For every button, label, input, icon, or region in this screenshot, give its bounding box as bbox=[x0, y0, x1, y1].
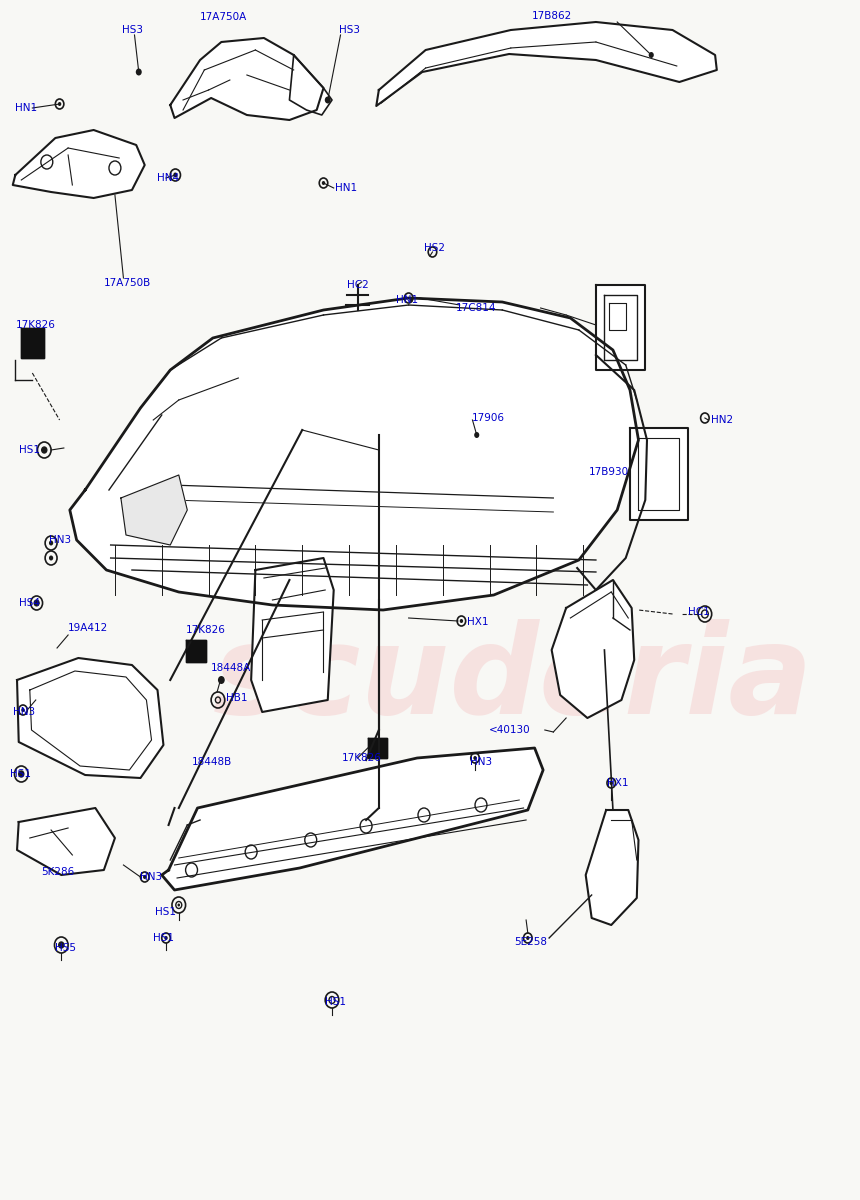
Polygon shape bbox=[13, 130, 144, 198]
Text: 17K826: 17K826 bbox=[186, 625, 225, 635]
Circle shape bbox=[610, 781, 613, 785]
Polygon shape bbox=[121, 475, 187, 545]
Polygon shape bbox=[596, 284, 645, 370]
Text: 5K286: 5K286 bbox=[41, 866, 74, 877]
Text: HX1: HX1 bbox=[607, 778, 629, 788]
Circle shape bbox=[19, 770, 24, 778]
Circle shape bbox=[177, 904, 180, 906]
Circle shape bbox=[42, 446, 46, 452]
Text: HS1: HS1 bbox=[153, 934, 175, 943]
Circle shape bbox=[49, 556, 53, 560]
Text: HS1: HS1 bbox=[19, 445, 40, 455]
Circle shape bbox=[526, 936, 530, 940]
Text: 17B930: 17B930 bbox=[589, 467, 630, 476]
Polygon shape bbox=[22, 328, 44, 358]
Circle shape bbox=[322, 181, 325, 185]
Text: HN4: HN4 bbox=[157, 173, 180, 182]
Text: HC1: HC1 bbox=[688, 607, 709, 617]
Text: HS5: HS5 bbox=[55, 943, 77, 953]
Polygon shape bbox=[17, 658, 163, 778]
Circle shape bbox=[173, 173, 177, 178]
Text: HS1: HS1 bbox=[155, 907, 176, 917]
Text: HS4: HS4 bbox=[19, 598, 40, 608]
Text: <40130: <40130 bbox=[488, 725, 531, 734]
Text: HN1: HN1 bbox=[396, 295, 418, 305]
Circle shape bbox=[58, 942, 64, 948]
Polygon shape bbox=[290, 55, 332, 115]
Circle shape bbox=[164, 936, 168, 940]
Text: HN2: HN2 bbox=[711, 415, 733, 425]
Circle shape bbox=[648, 52, 654, 58]
Text: 18448A: 18448A bbox=[211, 662, 251, 673]
Text: HS2: HS2 bbox=[424, 242, 445, 253]
Text: 17K826: 17K826 bbox=[15, 320, 55, 330]
Text: scuderia: scuderia bbox=[212, 619, 814, 740]
Circle shape bbox=[218, 676, 224, 684]
Text: HN3: HN3 bbox=[49, 535, 71, 545]
Text: 17C814: 17C814 bbox=[456, 302, 496, 313]
Circle shape bbox=[473, 756, 476, 760]
Text: HN3: HN3 bbox=[140, 872, 163, 882]
Text: 19A412: 19A412 bbox=[68, 623, 108, 634]
Text: 17A750B: 17A750B bbox=[104, 278, 151, 288]
Text: HS1: HS1 bbox=[10, 769, 31, 779]
Text: 17A750A: 17A750A bbox=[200, 12, 248, 22]
Polygon shape bbox=[630, 428, 688, 520]
Text: HS3: HS3 bbox=[339, 25, 359, 35]
Text: HX1: HX1 bbox=[466, 617, 488, 626]
Circle shape bbox=[460, 619, 464, 623]
Text: 18448B: 18448B bbox=[192, 757, 232, 767]
Circle shape bbox=[409, 298, 413, 302]
Text: HN3: HN3 bbox=[470, 757, 492, 767]
Circle shape bbox=[58, 102, 61, 106]
Polygon shape bbox=[586, 810, 638, 925]
Text: HN3: HN3 bbox=[13, 707, 35, 716]
Polygon shape bbox=[170, 38, 323, 120]
Circle shape bbox=[325, 96, 331, 103]
Text: HN1: HN1 bbox=[15, 103, 38, 113]
Text: HB1: HB1 bbox=[225, 692, 247, 703]
Text: 5E258: 5E258 bbox=[514, 937, 547, 947]
Polygon shape bbox=[70, 298, 638, 610]
Polygon shape bbox=[551, 580, 634, 718]
Polygon shape bbox=[368, 738, 387, 758]
Text: HS3: HS3 bbox=[122, 25, 143, 35]
Text: 17B862: 17B862 bbox=[532, 11, 572, 20]
Circle shape bbox=[49, 540, 53, 546]
Circle shape bbox=[34, 600, 40, 606]
Polygon shape bbox=[17, 808, 115, 875]
Polygon shape bbox=[377, 22, 716, 106]
Circle shape bbox=[22, 708, 25, 712]
Circle shape bbox=[474, 432, 479, 438]
Polygon shape bbox=[162, 748, 544, 890]
Circle shape bbox=[136, 68, 142, 76]
Text: HN1: HN1 bbox=[335, 182, 357, 193]
Circle shape bbox=[143, 875, 146, 878]
Polygon shape bbox=[186, 640, 206, 662]
Text: 17906: 17906 bbox=[471, 413, 505, 422]
Text: 17K826: 17K826 bbox=[342, 754, 382, 763]
Polygon shape bbox=[251, 558, 334, 712]
Text: HC2: HC2 bbox=[347, 280, 369, 290]
Text: HS1: HS1 bbox=[325, 997, 347, 1007]
